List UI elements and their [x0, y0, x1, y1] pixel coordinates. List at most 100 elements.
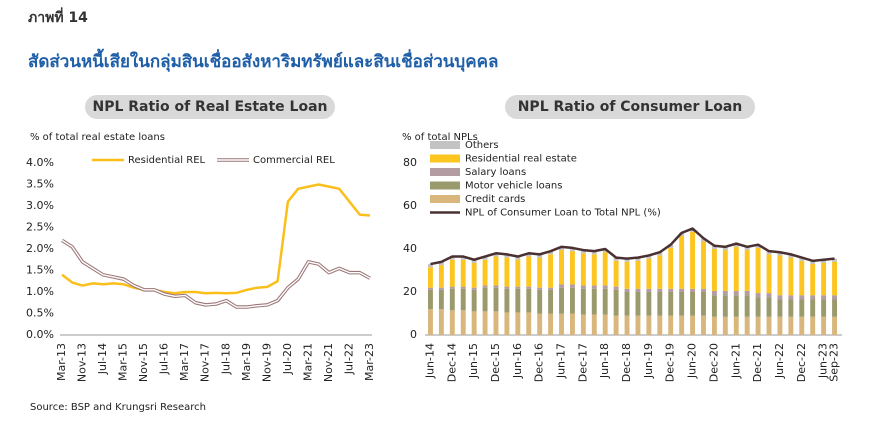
bar-segment [777, 299, 783, 317]
bar-segment [722, 295, 728, 317]
bar-segment [569, 284, 575, 288]
x-tick-label: Mar-17 [178, 343, 191, 381]
bar-segment [690, 288, 696, 292]
bar-segment [624, 292, 630, 316]
y-tick-label: 80 [403, 156, 417, 169]
bar-segment [449, 310, 455, 335]
bar-segment [613, 315, 619, 335]
title-pill [85, 95, 335, 119]
bar-segment [449, 256, 455, 260]
bar-segment [711, 290, 717, 296]
x-tick-label: Dec-14 [445, 343, 458, 382]
bar-segment [657, 255, 663, 289]
bar-segment [559, 284, 564, 288]
y-tick-label: 1.0% [26, 285, 54, 298]
bar-segment [755, 316, 761, 335]
y-tick-label: 0 [410, 328, 417, 341]
bar-segment [559, 313, 564, 335]
x-tick-label: Jun-16 [511, 343, 524, 379]
y-tick-label: 3.0% [26, 199, 54, 212]
bar-segment [755, 293, 761, 298]
bar-segment [569, 247, 575, 252]
x-tick-label: Jun-19 [642, 343, 655, 379]
y-tick-label: 0.0% [26, 328, 54, 341]
bar-segment [733, 290, 739, 296]
bar-segment [504, 312, 510, 335]
bar-segment [744, 295, 750, 317]
x-tick-label: Jun-20 [686, 343, 699, 379]
bar-segment [591, 254, 597, 286]
bar-segment [580, 285, 586, 289]
x-tick-label: Dec-17 [576, 343, 589, 382]
bar-segment [722, 290, 728, 296]
y-tick-label: 0.5% [26, 307, 54, 320]
bar-segment [722, 316, 728, 335]
bar-segment [602, 285, 608, 289]
bar-segment [701, 241, 706, 289]
bar-segment [460, 288, 466, 311]
bar-segment [460, 259, 466, 287]
bar-segment [613, 257, 619, 261]
bar-segment [515, 256, 521, 260]
y-tick-label: 1.5% [26, 264, 54, 277]
bar-segment [635, 260, 641, 289]
x-tick-label: Jun-14 [423, 343, 436, 379]
bar-segment [810, 299, 816, 317]
bar-segment [449, 288, 455, 311]
x-tick-label: Nov-21 [322, 343, 335, 382]
bar-segment [635, 315, 641, 335]
legend-swatch [430, 141, 460, 149]
y-tick-label: 3.5% [26, 178, 54, 191]
x-tick-label: Nov-17 [199, 343, 212, 382]
bar-segment [471, 311, 477, 335]
bar-segment [646, 315, 652, 335]
bar-segment [766, 251, 772, 255]
bar-segment [471, 262, 477, 288]
bar-segment [722, 250, 728, 291]
bar-segment [537, 313, 543, 335]
bar-segment [777, 255, 783, 296]
bar-segment [548, 289, 554, 314]
x-tick-label: Dec-18 [620, 343, 633, 382]
bar-segment [777, 252, 783, 256]
bar-segment [821, 299, 827, 317]
bar-segment [526, 256, 532, 287]
bar-segment [766, 293, 772, 298]
bar-segment [548, 251, 554, 255]
bar-segment [832, 295, 837, 300]
x-tick-label: Nov-19 [260, 343, 273, 382]
bar-segment [832, 299, 837, 317]
bar-segment [624, 288, 630, 292]
bar-segment [482, 259, 488, 286]
bar-segment [580, 314, 586, 335]
bar-segment [832, 258, 837, 262]
bar-segment [482, 311, 488, 335]
bar-segment [471, 287, 477, 290]
bar-segment [690, 292, 696, 316]
x-tick-label: Nov-15 [137, 343, 150, 382]
bar-segment [460, 286, 466, 289]
x-tick-label: Dec-16 [533, 343, 546, 382]
bar-segment [537, 287, 543, 290]
bar-segment [504, 286, 510, 289]
bar-segment [515, 286, 521, 289]
bar-segment [788, 299, 794, 317]
bar-segment [810, 260, 816, 265]
bar-segment [613, 286, 619, 290]
bar-segment [657, 315, 663, 335]
bar-segment [777, 295, 783, 300]
legend-label: Salary loans [465, 167, 526, 178]
bar-segment [810, 295, 816, 300]
x-tick-label: Jul-18 [219, 343, 232, 375]
bar-segment [799, 316, 805, 335]
x-tick-label: Jun-15 [467, 343, 480, 379]
x-tick-label: Mar-23 [363, 343, 376, 381]
bar-segment [668, 292, 674, 316]
bar-segment [537, 257, 543, 288]
bar-segment [766, 297, 772, 317]
y-tick-label: 40 [403, 242, 417, 255]
bar-segment [526, 286, 532, 289]
bar-segment [526, 253, 532, 257]
bar-segment [602, 249, 608, 253]
bar-segment [646, 255, 652, 259]
